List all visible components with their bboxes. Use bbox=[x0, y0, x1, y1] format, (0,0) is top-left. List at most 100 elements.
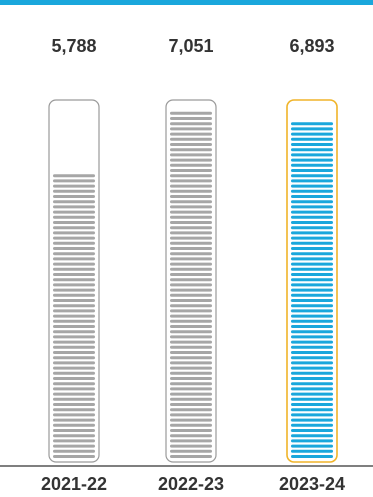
bar-stripe bbox=[170, 340, 212, 344]
bar-stripe bbox=[291, 252, 333, 256]
bar-stripe bbox=[291, 221, 333, 224]
bar-stripe bbox=[53, 226, 95, 230]
bar-stripe bbox=[53, 288, 95, 292]
bar-stripe bbox=[170, 127, 212, 131]
bar-stripe bbox=[291, 439, 333, 443]
bar-stripe bbox=[53, 283, 95, 287]
bar-stripe bbox=[53, 455, 95, 458]
bar-stripe bbox=[53, 356, 95, 360]
bar-stripe bbox=[170, 111, 212, 115]
bar-stripe bbox=[170, 361, 212, 365]
bar-stripe bbox=[170, 189, 212, 193]
bar-stripe bbox=[170, 293, 212, 297]
bar-stripe bbox=[291, 174, 333, 178]
bar-stripe bbox=[170, 309, 212, 313]
bar-stripe bbox=[53, 273, 95, 276]
bar-stripe bbox=[170, 325, 212, 328]
bar-stripe bbox=[291, 241, 333, 245]
bar-stripe bbox=[170, 304, 212, 308]
bar-stripe bbox=[170, 200, 212, 204]
bar-stripe bbox=[291, 455, 333, 458]
bar-stripe bbox=[170, 351, 212, 354]
bar-stripe bbox=[53, 340, 95, 344]
bar-stripe bbox=[291, 262, 333, 266]
bar-stripe bbox=[170, 267, 212, 271]
bar-stripe bbox=[53, 361, 95, 365]
bar-stripe bbox=[170, 210, 212, 214]
bar-stripe bbox=[53, 449, 95, 453]
bar-stripe bbox=[170, 158, 212, 162]
bar-stripe bbox=[170, 387, 212, 391]
bar-stripe bbox=[53, 325, 95, 328]
bar-stripe bbox=[291, 371, 333, 375]
bar-stripe bbox=[291, 158, 333, 162]
bar-stripe bbox=[170, 262, 212, 266]
bar-value-label: 6,893 bbox=[289, 36, 334, 56]
bar-stripe bbox=[291, 189, 333, 193]
bar-stripe bbox=[170, 117, 212, 120]
bar-stripe bbox=[291, 335, 333, 339]
bar-stripe bbox=[291, 283, 333, 287]
bar-stripe bbox=[170, 252, 212, 256]
bar-stripe bbox=[291, 195, 333, 198]
bar-stripe bbox=[291, 127, 333, 131]
bar-stripe bbox=[53, 397, 95, 401]
bar-stripe bbox=[291, 299, 333, 302]
bar-stripe bbox=[291, 184, 333, 188]
bar-stripe bbox=[170, 397, 212, 401]
bar-stripe bbox=[291, 148, 333, 152]
bar-value-label: 7,051 bbox=[168, 36, 213, 56]
bar-stripe bbox=[53, 215, 95, 219]
bar-stripe bbox=[170, 345, 212, 349]
bar-stripe bbox=[170, 184, 212, 188]
bar-stripe bbox=[53, 267, 95, 271]
bar-stripe bbox=[291, 361, 333, 365]
bar-stripe bbox=[53, 418, 95, 422]
bar-stripe bbox=[291, 231, 333, 235]
bar-stripe bbox=[53, 392, 95, 396]
bar-stripe bbox=[170, 434, 212, 438]
bar-stripe bbox=[291, 267, 333, 271]
bar-stripe bbox=[291, 205, 333, 209]
bar-stripe bbox=[291, 304, 333, 308]
bar-stripe bbox=[291, 377, 333, 380]
bar-stripe bbox=[170, 273, 212, 276]
bar-stripe bbox=[291, 325, 333, 328]
bar-stripe bbox=[53, 278, 95, 282]
bar-stripe bbox=[53, 231, 95, 235]
bar-stripe bbox=[53, 423, 95, 427]
bar-stripe bbox=[53, 200, 95, 204]
bar-stripe bbox=[53, 299, 95, 302]
bar-stripe bbox=[53, 366, 95, 370]
bar-stripe bbox=[170, 283, 212, 287]
bar-stripe bbox=[170, 148, 212, 152]
bar-stripe bbox=[291, 429, 333, 432]
bar-stripe bbox=[53, 351, 95, 354]
bar-stripe bbox=[53, 252, 95, 256]
bar-stripe bbox=[170, 314, 212, 318]
bar-stripe bbox=[170, 371, 212, 375]
bar-stripe bbox=[291, 153, 333, 157]
bar-stripe bbox=[170, 236, 212, 240]
bar-stripe bbox=[291, 163, 333, 167]
bar-value-label: 5,788 bbox=[51, 36, 96, 56]
bar-stripe bbox=[170, 231, 212, 235]
bar-stripe bbox=[53, 247, 95, 250]
bar-2021-22 bbox=[53, 174, 95, 458]
bar-stripe bbox=[170, 153, 212, 157]
bar-stripe bbox=[170, 319, 212, 323]
bar-stripe bbox=[170, 205, 212, 209]
bar-stripe bbox=[170, 382, 212, 386]
bar-stripe bbox=[291, 143, 333, 146]
bar-stripe bbox=[53, 262, 95, 266]
bar-stripe bbox=[291, 345, 333, 349]
bar-stripe bbox=[291, 288, 333, 292]
bar-stripe bbox=[170, 195, 212, 198]
bar-stripe bbox=[53, 387, 95, 391]
bar-stripe bbox=[53, 413, 95, 417]
bar-stripe bbox=[170, 215, 212, 219]
bar-stripe bbox=[291, 122, 333, 126]
bar-stripe bbox=[170, 226, 212, 230]
bar-stripe bbox=[170, 288, 212, 292]
